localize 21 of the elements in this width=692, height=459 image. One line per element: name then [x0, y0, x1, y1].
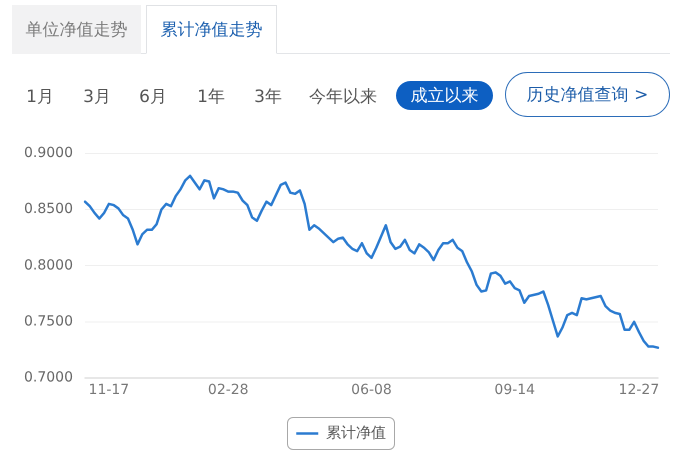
tab[interactable]: 单位净值走势	[12, 5, 141, 54]
text: 6月	[139, 82, 167, 110]
y-tick-label: 0.8000	[24, 257, 73, 274]
y-tick-label: 0.9000	[24, 145, 73, 162]
outline-button[interactable]: 历史净值查询 >	[505, 72, 670, 117]
text: 今年以来	[309, 82, 377, 110]
y-tick-label: 0.8500	[24, 201, 73, 218]
text: 3年	[254, 82, 282, 110]
x-tick-label: 02-28	[208, 382, 249, 398]
x-tick-label: 11-17	[88, 382, 130, 398]
y-tick-label: 0.7000	[24, 370, 73, 386]
tab[interactable]: 累计净值走势	[146, 5, 277, 54]
text: 1月	[26, 82, 54, 110]
y-tick-label: 0.7500	[24, 313, 73, 330]
pill-button[interactable]: 成立以来	[396, 81, 493, 110]
x-tick-label: 12-27	[618, 382, 660, 398]
legend-label: 累计净值	[326, 423, 386, 442]
x-tick-label: 09-14	[494, 382, 536, 398]
x-tick-label: 06-08	[351, 382, 392, 398]
text: 3月	[83, 82, 111, 110]
text: 1年	[197, 82, 225, 110]
